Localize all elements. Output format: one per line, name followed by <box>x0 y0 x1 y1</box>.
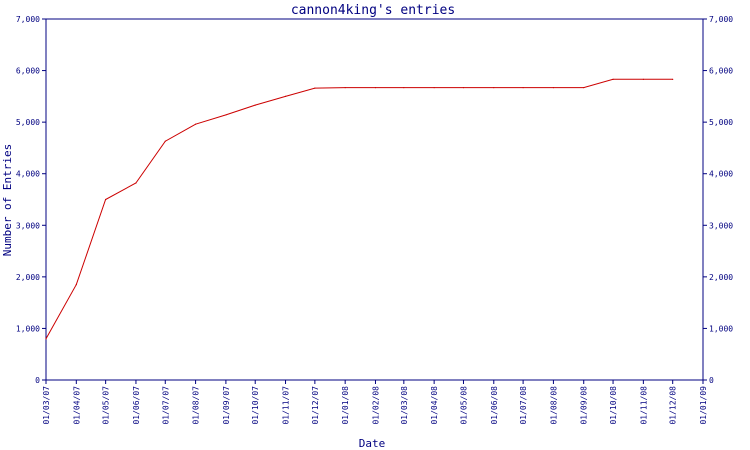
x-tick-label: 01/10/07 <box>251 386 260 425</box>
data-point <box>403 86 405 89</box>
data-point <box>612 78 614 80</box>
chart-title: cannon4king's entries <box>291 3 455 18</box>
data-point <box>284 95 287 97</box>
series-group <box>45 78 674 340</box>
data-point <box>45 338 47 340</box>
y-tick-label-left: 5,000 <box>16 118 40 127</box>
x-tick-label: 01/10/08 <box>609 386 618 425</box>
x-tick-label: 01/08/08 <box>549 386 558 425</box>
data-point <box>225 114 227 116</box>
x-tick-label: 01/03/08 <box>400 386 409 425</box>
y-tick-label-right: 3,000 <box>709 221 733 230</box>
x-tick-label: 01/04/08 <box>430 386 439 425</box>
x-axis-label: Date <box>359 437 386 450</box>
y-tick-label-right: 6,000 <box>709 67 733 76</box>
y-tick-label-right: 0 <box>709 376 714 385</box>
data-point <box>164 140 166 142</box>
y-tick-label-right: 2,000 <box>709 273 733 282</box>
x-tick-label: 01/07/08 <box>519 386 528 425</box>
y-tick-label-left: 2,000 <box>16 273 40 282</box>
y-tick-label-left: 4,000 <box>16 170 40 179</box>
x-tick-label: 01/04/07 <box>72 386 81 425</box>
y-axis-left: 0 1,000 2,000 3,000 4,000 5,000 6,000 7,000 <box>16 15 46 385</box>
data-point <box>672 78 674 80</box>
x-axis: 01/03/07 01/04/07 01/05/07 01/06/07 01/07/07… <box>42 380 708 425</box>
x-tick-label: 01/12/08 <box>669 386 678 425</box>
data-point <box>374 86 377 89</box>
x-tick-label: 01/07/07 <box>161 386 170 425</box>
x-tick-label: 01/02/08 <box>371 386 380 425</box>
x-tick-label: 01/08/07 <box>192 386 201 425</box>
y-tick-label-right: 4,000 <box>709 170 733 179</box>
x-tick-label: 01/09/07 <box>222 386 231 425</box>
data-point <box>135 182 137 184</box>
y-axis-label: Number of Entries <box>1 144 14 257</box>
x-tick-label: 01/03/07 <box>42 386 51 425</box>
y-axis-right: 0 1,000 2,000 3,000 4,000 5,000 6,000 7,000 <box>703 15 733 385</box>
x-tick-label: 01/11/08 <box>639 386 648 425</box>
data-point <box>344 86 346 89</box>
data-point <box>493 86 495 89</box>
x-tick-label: 01/11/07 <box>282 386 291 425</box>
x-tick-label: 01/05/07 <box>102 386 111 425</box>
x-tick-label: 01/06/08 <box>490 386 499 425</box>
y-tick-label-left: 7,000 <box>16 15 40 24</box>
y-tick-label-left: 3,000 <box>16 221 40 230</box>
data-point <box>75 283 77 286</box>
x-tick-label: 01/12/07 <box>311 386 320 425</box>
y-tick-label-right: 7,000 <box>709 15 733 24</box>
y-tick-label-right: 5,000 <box>709 118 733 127</box>
y-tick-label-right: 1,000 <box>709 324 733 333</box>
x-tick-label: 01/06/07 <box>132 386 141 425</box>
data-point <box>105 198 107 201</box>
data-point <box>314 87 316 89</box>
x-tick-label: 01/05/08 <box>459 386 468 425</box>
y-tick-label-left: 0 <box>35 376 40 385</box>
data-point <box>462 86 465 89</box>
data-point <box>522 86 524 89</box>
data-point <box>552 86 555 89</box>
x-tick-label: 01/01/08 <box>341 386 350 425</box>
y-tick-label-left: 1,000 <box>16 324 40 333</box>
plot-area-frame <box>45 18 704 381</box>
data-point <box>642 78 644 80</box>
data-point <box>583 86 585 89</box>
series-line <box>45 78 673 339</box>
x-tick-label: 01/09/08 <box>580 386 589 425</box>
y-tick-label-left: 6,000 <box>16 67 40 76</box>
data-point <box>433 86 435 89</box>
data-point <box>194 123 197 125</box>
data-point <box>254 104 256 106</box>
x-tick-label: 01/01/09 <box>699 386 708 425</box>
